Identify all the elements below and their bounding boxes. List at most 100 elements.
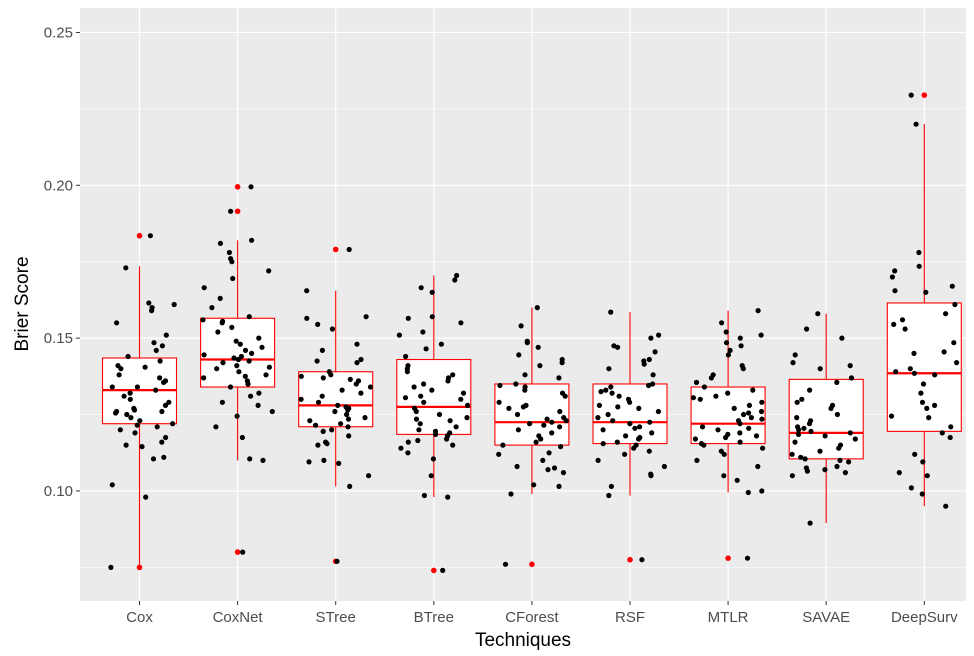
outlier-point [234,549,241,555]
data-point [413,416,420,422]
data-point [837,457,843,463]
data-point [248,393,254,399]
data-point [114,320,120,326]
data-point [166,399,172,405]
data-point [919,491,925,497]
data-point [139,444,145,450]
data-point [817,448,823,454]
data-point [924,473,930,479]
data-point [608,309,614,315]
data-point [755,463,761,470]
data-point [502,561,509,567]
data-point [108,564,114,571]
data-point [627,399,633,405]
data-point [616,393,622,399]
data-point [719,320,725,326]
data-point [758,332,764,338]
data-point [723,434,729,441]
data-point [436,411,443,418]
data-point [496,451,502,457]
data-point [759,399,765,405]
data-point [236,369,242,375]
data-point [307,418,313,424]
data-point [808,428,814,434]
data-point [430,456,436,462]
data-point [650,381,656,387]
data-point [641,361,647,367]
data-point [315,321,321,327]
data-point [346,246,352,253]
data-point [807,520,813,526]
data-point [648,335,654,341]
box-iqr [200,317,276,388]
data-point [298,373,304,379]
data-point [429,289,435,295]
data-point [836,445,842,451]
data-point [249,350,255,356]
data-point [150,456,157,462]
data-point [445,378,451,384]
y-tick-label: 0.25 [44,24,73,41]
data-point [648,473,654,479]
data-point [595,415,601,421]
data-point [918,390,924,396]
data-point [231,355,237,361]
box-iqr [592,383,668,445]
data-point [598,389,604,395]
data-point [527,421,533,427]
x-tick-label: MTLR [708,609,749,626]
data-point [358,356,364,363]
x-tick-label: RSF [615,609,645,626]
data-point [266,268,272,274]
data-point [245,381,251,387]
data-point [338,421,344,427]
data-point [608,384,614,390]
data-point [949,283,955,289]
data-point [524,340,530,346]
data-point [214,366,220,372]
outlier-point [921,92,928,98]
data-point [646,448,652,454]
data-point [595,457,601,463]
data-point [219,399,225,405]
data-point [815,311,821,317]
data-point [632,425,638,431]
data-point [538,436,544,442]
data-point [234,363,240,369]
data-point [721,451,727,457]
data-point [603,387,609,393]
data-point [171,301,177,308]
data-point [413,408,419,415]
data-point [429,314,435,320]
data-point [458,396,464,402]
data-point [163,332,169,338]
data-point [226,249,232,256]
data-point [563,418,569,424]
data-point [256,335,262,341]
data-point [734,477,740,483]
data-point [170,421,176,427]
data-point [723,329,729,335]
data-point [128,415,134,421]
data-point [792,352,798,358]
data-point [639,557,645,563]
data-point [121,393,127,399]
data-point [237,341,243,347]
data-point [217,295,223,301]
data-point [201,352,207,358]
data-point [233,338,239,344]
data-point [444,436,450,442]
data-point [822,467,828,473]
points-layer [108,92,960,574]
data-point [314,358,320,364]
data-point [731,405,737,411]
x-tick-label: CoxNet [213,609,264,626]
data-point [345,424,351,430]
data-point [339,387,345,393]
data-point [345,416,352,422]
data-point [721,473,727,479]
data-point [229,259,235,265]
data-point [789,473,796,479]
data-point [893,369,899,375]
